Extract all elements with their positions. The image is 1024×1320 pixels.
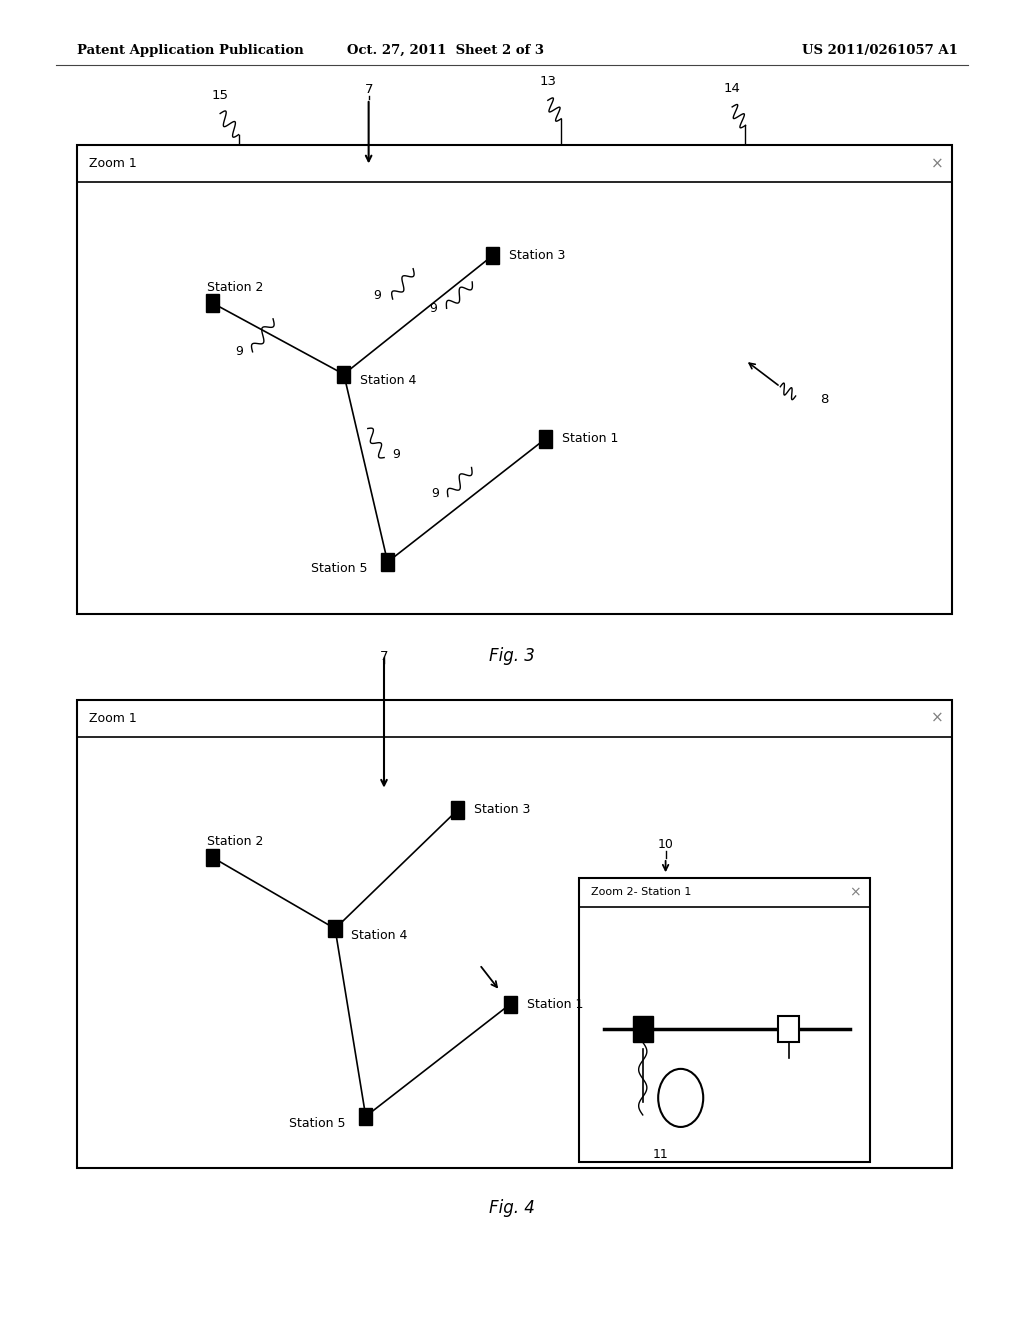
Text: 9: 9 [432, 487, 439, 500]
Text: 7: 7 [380, 649, 388, 663]
Bar [359, 1107, 373, 1125]
Text: Station 4: Station 4 [351, 929, 408, 941]
Text: 10: 10 [657, 838, 674, 851]
Bar [633, 1016, 653, 1043]
Text: 9: 9 [374, 289, 381, 301]
Text: 15: 15 [212, 88, 228, 102]
Text: Zoom 1: Zoom 1 [89, 711, 137, 725]
Text: US 2011/0261057 A1: US 2011/0261057 A1 [802, 44, 957, 57]
Text: Station 5: Station 5 [289, 1117, 345, 1130]
Text: 9: 9 [236, 346, 243, 358]
Bar [778, 1016, 799, 1043]
Text: Oct. 27, 2011  Sheet 2 of 3: Oct. 27, 2011 Sheet 2 of 3 [347, 44, 544, 57]
Text: ×: × [849, 886, 861, 899]
Bar [206, 294, 219, 312]
Text: 13: 13 [540, 75, 556, 88]
Text: Zoom 1: Zoom 1 [89, 157, 137, 170]
Text: 9: 9 [429, 302, 437, 315]
Text: 7: 7 [365, 83, 373, 96]
Text: Fig. 3: Fig. 3 [489, 647, 535, 665]
Text: 11: 11 [652, 1148, 669, 1162]
Text: Station 3: Station 3 [474, 804, 530, 817]
Bar [77, 145, 952, 614]
Text: Station 1: Station 1 [526, 998, 583, 1011]
Bar [579, 878, 870, 1162]
Text: 8: 8 [820, 393, 828, 407]
Bar [77, 700, 952, 1168]
Bar [206, 849, 219, 866]
Text: Station 5: Station 5 [311, 562, 368, 576]
Text: Station 3: Station 3 [509, 249, 565, 263]
Text: 9: 9 [392, 449, 400, 462]
Text: ×: × [931, 710, 943, 726]
Text: Zoom 2- Station 1: Zoom 2- Station 1 [591, 887, 691, 898]
Text: Fig. 4: Fig. 4 [489, 1199, 535, 1217]
Bar [329, 920, 342, 937]
Text: Station 1: Station 1 [561, 433, 617, 445]
Circle shape [658, 1069, 703, 1127]
Text: Station 4: Station 4 [360, 375, 417, 387]
Text: Station 2: Station 2 [208, 836, 264, 847]
Bar [539, 430, 552, 447]
Bar [381, 553, 394, 570]
Bar [337, 366, 350, 383]
Bar [504, 995, 517, 1012]
Bar [451, 801, 464, 818]
Text: Station 2: Station 2 [208, 281, 264, 293]
Text: 14: 14 [724, 82, 740, 95]
Text: Patent Application Publication: Patent Application Publication [77, 44, 303, 57]
Text: ×: × [931, 156, 943, 172]
Bar [486, 247, 500, 264]
